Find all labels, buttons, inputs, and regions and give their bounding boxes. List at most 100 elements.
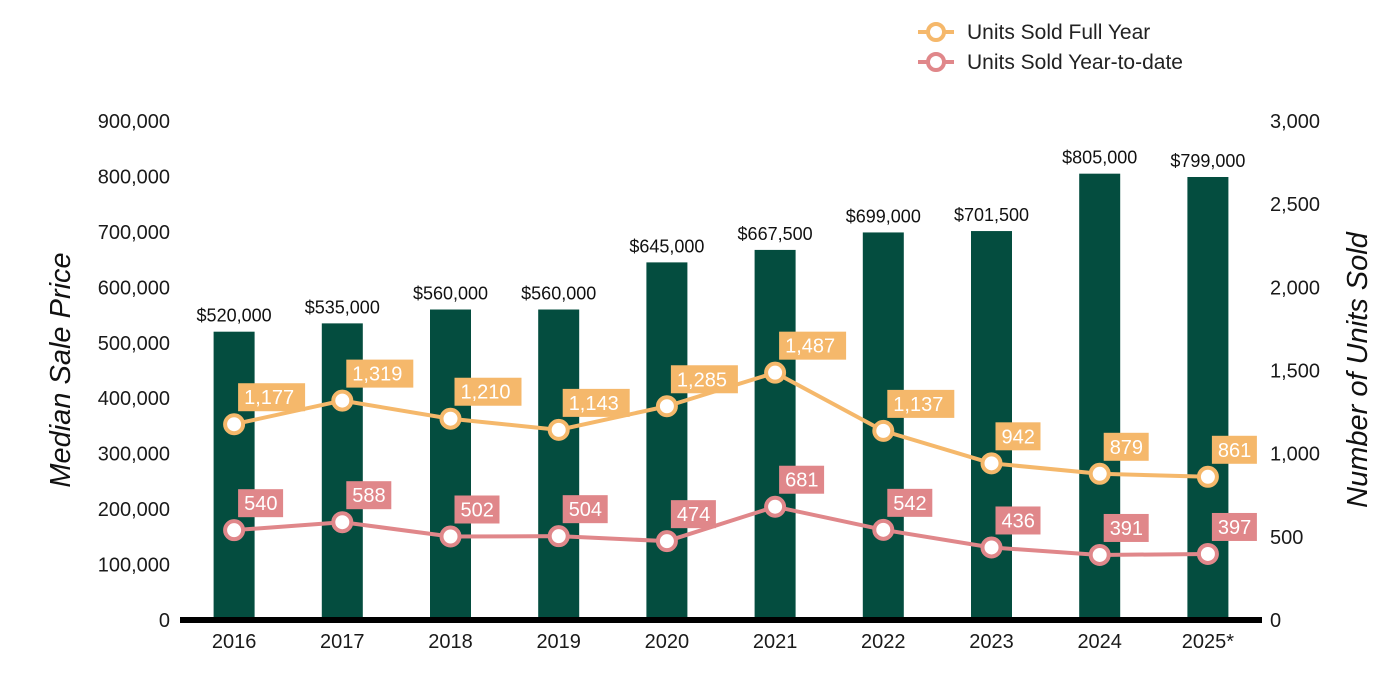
data-point-marker <box>223 519 246 542</box>
data-point-marker <box>980 536 1003 559</box>
legend-marker <box>926 52 946 72</box>
data-label-box <box>562 388 630 417</box>
y-right-axis-title: Number of Units Sold <box>1342 231 1374 507</box>
data-label-box <box>1103 513 1149 542</box>
data-point-marker <box>764 361 787 384</box>
data-label-box <box>562 495 608 524</box>
bar-median-price <box>430 309 471 620</box>
legend-label: Units Sold Year-to-date <box>967 51 1183 74</box>
x-tick-label: 2022 <box>861 631 906 653</box>
data-label-box <box>454 495 500 524</box>
bar-median-price <box>754 249 796 621</box>
data-label-box <box>238 489 284 518</box>
data-point-label: 861 <box>1218 440 1251 462</box>
data-point-label: 1,210 <box>461 382 511 404</box>
data-label-box <box>238 383 306 412</box>
bar-value-label: $799,000 <box>1170 151 1245 171</box>
data-point-marker <box>1088 462 1111 485</box>
y-right-tick-label: 1,500 <box>1270 361 1320 383</box>
x-tick-label: 2019 <box>536 631 581 653</box>
data-label-box <box>995 506 1041 535</box>
bar-value-label: $520,000 <box>197 306 272 326</box>
x-tick-label: 2020 <box>645 631 690 653</box>
data-point-label: 540 <box>244 493 277 515</box>
legend-marker <box>926 22 946 42</box>
y-right-tick-label: 2,000 <box>1270 277 1320 299</box>
data-label-box <box>779 331 847 360</box>
bar-value-label: $560,000 <box>521 284 596 304</box>
data-point-marker <box>764 495 787 518</box>
y-left-tick-label: 0 <box>159 610 170 632</box>
data-label-box <box>887 389 955 418</box>
data-point-marker <box>655 395 678 418</box>
data-label-box <box>454 377 522 406</box>
y-right-tick-label: 0 <box>1270 610 1281 632</box>
data-point-label: 502 <box>461 500 494 522</box>
data-point-label: 1,137 <box>893 394 943 416</box>
legend-label: Units Sold Full Year <box>967 21 1150 44</box>
y-left-axis-title: Median Sale Price <box>45 252 77 487</box>
data-label-box <box>346 481 392 510</box>
x-tick-label: 2023 <box>969 631 1014 653</box>
data-point-label: 474 <box>677 504 710 526</box>
data-label-box <box>670 365 738 394</box>
data-label-box <box>670 500 716 529</box>
y-right-tick-label: 1,000 <box>1270 444 1320 466</box>
data-label-box <box>995 422 1041 451</box>
data-point-label: 1,143 <box>569 393 619 415</box>
data-point-label: 1,319 <box>352 364 402 386</box>
y-left-tick-label: 100,000 <box>98 555 170 577</box>
y-left-tick-label: 600,000 <box>98 277 170 299</box>
x-tick-label: 2025* <box>1182 631 1234 653</box>
y-left-tick-label: 400,000 <box>98 388 170 410</box>
data-point-marker <box>872 518 895 541</box>
bar-value-label: $699,000 <box>846 206 921 226</box>
data-point-label: 504 <box>569 499 602 521</box>
data-label-box <box>887 488 933 517</box>
data-point-marker <box>439 525 462 548</box>
data-label-box <box>1211 512 1257 541</box>
data-point-marker <box>547 418 570 441</box>
data-point-marker <box>439 407 462 430</box>
data-label-box <box>1103 432 1149 461</box>
y-right-tick-label: 2,500 <box>1270 194 1320 216</box>
data-point-marker <box>655 530 678 553</box>
x-tick-label: 2024 <box>1077 631 1122 653</box>
data-point-marker <box>1196 542 1219 565</box>
data-label-box <box>1211 435 1257 464</box>
data-point-marker <box>547 525 570 548</box>
data-point-marker <box>872 419 895 442</box>
data-point-label: 1,285 <box>677 369 727 391</box>
data-point-marker <box>331 389 354 412</box>
data-point-label: 1,487 <box>785 336 835 358</box>
bar-value-label: $560,000 <box>413 284 488 304</box>
x-tick-label: 2018 <box>428 631 473 653</box>
data-point-marker <box>1088 543 1111 566</box>
data-point-label: 1,177 <box>244 387 294 409</box>
data-point-label: 879 <box>1110 437 1143 459</box>
data-point-marker <box>223 413 246 436</box>
bar-value-label: $535,000 <box>305 297 380 317</box>
bar-value-label: $667,500 <box>738 224 813 244</box>
bar-value-label: $645,000 <box>629 236 704 256</box>
bar-median-price <box>646 262 688 620</box>
data-point-marker <box>331 511 354 534</box>
data-point-label: 436 <box>1002 510 1035 532</box>
bar-median-price <box>213 331 255 620</box>
data-label-box <box>346 359 414 388</box>
bar-value-label: $805,000 <box>1062 148 1137 168</box>
y-left-tick-label: 200,000 <box>98 499 170 521</box>
y-left-tick-label: 800,000 <box>98 166 170 188</box>
data-point-label: 588 <box>352 485 385 507</box>
y-left-tick-label: 900,000 <box>98 111 170 133</box>
data-label-box <box>779 465 825 494</box>
data-point-label: 681 <box>785 470 818 492</box>
y-left-tick-label: 300,000 <box>98 444 170 466</box>
data-point-label: 942 <box>1002 426 1035 448</box>
x-tick-label: 2021 <box>753 631 798 653</box>
data-point-marker <box>1196 465 1219 488</box>
x-tick-label: 2017 <box>320 631 365 653</box>
x-axis-baseline <box>180 617 1262 623</box>
bar-median-price <box>538 309 580 620</box>
series-line <box>233 504 1208 557</box>
